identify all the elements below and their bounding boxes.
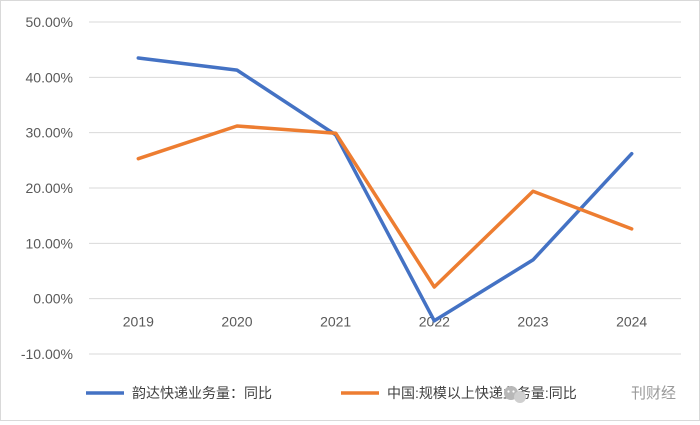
y-tick-label: 10.00% <box>26 235 73 251</box>
y-tick-label: 20.00% <box>26 180 73 196</box>
legend-label: 韵达快递业务量：同比 <box>132 385 272 401</box>
y-tick-label: 30.00% <box>26 125 73 141</box>
y-tick-label: 0.00% <box>33 291 73 307</box>
x-tick-label: 2023 <box>517 314 548 330</box>
legend: 韵达快递业务量：同比 中国:规模以上快递业务量:同比 <box>86 385 577 401</box>
x-tick-label: 2021 <box>320 314 351 330</box>
series-lines <box>138 58 631 321</box>
grid-lines <box>89 22 681 354</box>
x-tick-label: 2020 <box>221 314 252 330</box>
series-line-1 <box>138 58 631 321</box>
y-tick-label: 50.00% <box>26 14 73 30</box>
y-tick-label: -10.00% <box>21 346 73 362</box>
series-line-2 <box>138 126 631 287</box>
legend-label: 中国:规模以上快递业务量:同比 <box>387 385 577 401</box>
x-tick-label: 2019 <box>123 314 154 330</box>
watermark-text: 刊财经 <box>631 385 676 402</box>
y-tick-label: 40.00% <box>26 69 73 85</box>
x-tick-label: 2024 <box>616 314 647 330</box>
y-axis-ticks: 50.00% 40.00% 30.00% 20.00% 10.00% 0.00% -10.0… <box>21 14 73 362</box>
